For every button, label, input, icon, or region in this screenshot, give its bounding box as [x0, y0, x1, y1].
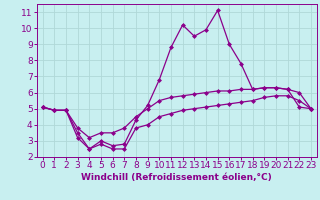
X-axis label: Windchill (Refroidissement éolien,°C): Windchill (Refroidissement éolien,°C)	[81, 173, 272, 182]
